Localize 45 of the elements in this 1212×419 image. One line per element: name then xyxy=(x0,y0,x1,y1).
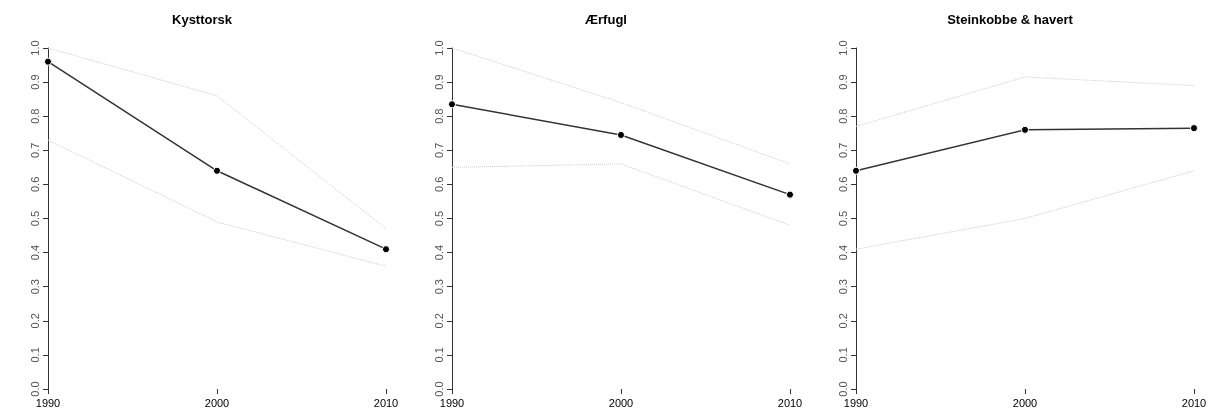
y-tick-label: 0.1 xyxy=(28,347,41,363)
y-tick-label: 0.6 xyxy=(836,176,849,193)
y-tick-label: 0.7 xyxy=(28,142,41,158)
y-tick-label: 0.1 xyxy=(836,347,849,363)
y-tick-label: 0.5 xyxy=(432,210,445,227)
y-tick-label: 0.8 xyxy=(28,108,41,124)
y-tick-label: 0.2 xyxy=(836,313,849,329)
y-tick-label: 0.9 xyxy=(432,74,445,90)
y-tick-label: 0.0 xyxy=(28,381,41,397)
y-tick-label: 1.0 xyxy=(28,40,41,56)
y-tick-label: 0.0 xyxy=(432,381,445,397)
y-tick-label: 0.8 xyxy=(432,108,445,124)
y-tick-label: 0.3 xyxy=(432,279,445,295)
y-tick-label: 1.0 xyxy=(836,40,849,56)
x-tick-label: 2000 xyxy=(1012,396,1038,409)
x-tick-label: 2010 xyxy=(1181,396,1207,409)
y-tick-label: 0.2 xyxy=(432,313,445,329)
y-tick-label: 0.8 xyxy=(836,108,849,124)
y-tick-label: 0.7 xyxy=(836,142,849,158)
chart-title: Steinkobbe & havert xyxy=(947,12,1074,27)
y-tick-label: 0.3 xyxy=(836,279,849,295)
y-tick-label: 0.6 xyxy=(28,176,41,193)
y-tick-label: 0.4 xyxy=(836,244,849,261)
y-tick-label: 0.7 xyxy=(432,142,445,158)
x-tick-label: 2010 xyxy=(373,396,399,409)
y-tick-label: 0.5 xyxy=(28,210,41,227)
x-tick-label: 2010 xyxy=(777,396,803,409)
chart-title: Ærfugl xyxy=(585,12,627,27)
y-tick-label: 1.0 xyxy=(432,40,445,56)
y-tick-label: 0.9 xyxy=(28,74,41,90)
y-tick-label: 0.6 xyxy=(432,176,445,193)
x-tick-label: 1990 xyxy=(439,396,465,409)
x-tick-label: 2000 xyxy=(608,396,634,409)
x-tick-label: 2000 xyxy=(204,396,230,409)
chart-title: Kysttorsk xyxy=(172,12,233,27)
y-tick-label: 0.4 xyxy=(28,244,41,261)
y-tick-label: 0.9 xyxy=(836,74,849,90)
x-tick-label: 1990 xyxy=(35,396,61,409)
y-tick-label: 0.3 xyxy=(28,279,41,295)
y-tick-label: 0.2 xyxy=(28,313,41,329)
y-tick-label: 0.0 xyxy=(836,381,849,397)
y-tick-label: 0.1 xyxy=(432,347,445,363)
y-tick-label: 0.4 xyxy=(432,244,445,261)
x-tick-label: 1990 xyxy=(843,396,869,409)
y-tick-label: 0.5 xyxy=(836,210,849,227)
